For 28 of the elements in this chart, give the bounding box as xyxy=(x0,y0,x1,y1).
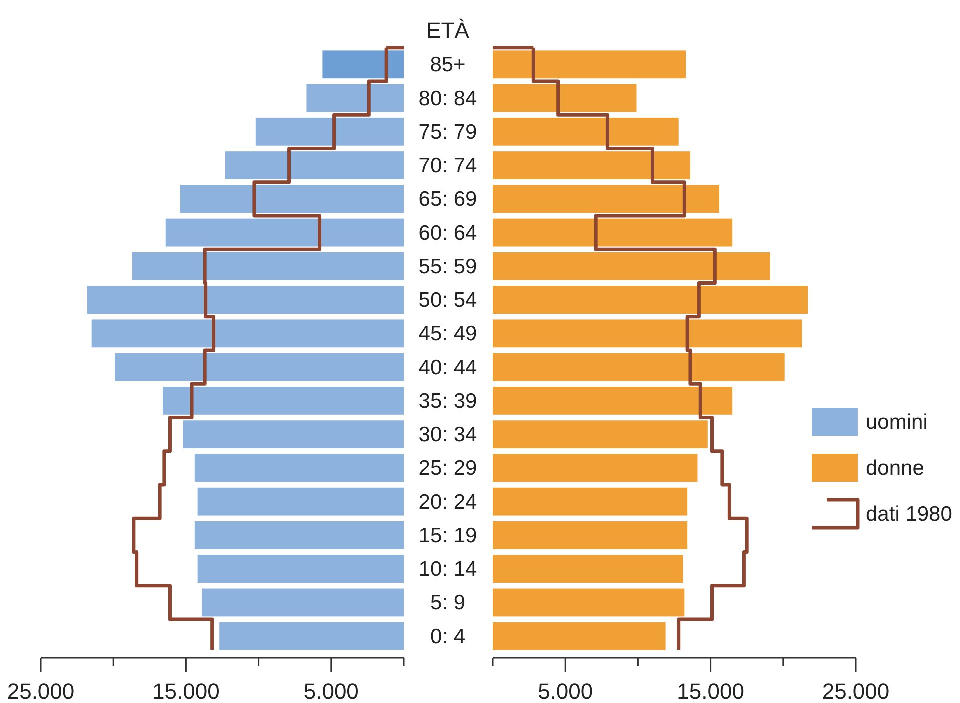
y-tick-label: 30: 34 xyxy=(418,424,478,447)
y-axis-title: ETÀ xyxy=(426,18,470,43)
y-tick-label: 70: 74 xyxy=(418,154,478,178)
x-tick-label: 15.000 xyxy=(152,679,220,703)
x-tick-label: 15.000 xyxy=(677,679,744,703)
x-tick-label: 25.000 xyxy=(7,679,75,703)
y-tick-label: 80: 84 xyxy=(418,87,478,110)
y-tick-label: 0: 4 xyxy=(430,625,466,648)
legend-label: uomini xyxy=(866,411,928,434)
x-tick-label: 25.000 xyxy=(822,679,890,703)
y-tick-label: 35: 39 xyxy=(418,390,478,413)
y-tick-label: 65: 69 xyxy=(418,188,478,212)
y-tick-label: 15: 19 xyxy=(418,524,478,548)
y-tick-label: 25: 29 xyxy=(418,457,478,480)
y-tick-label: 10: 14 xyxy=(418,558,478,582)
text: dati 1980 xyxy=(866,503,952,526)
y-tick-label: 45: 49 xyxy=(418,322,478,346)
y-tick-label: 5: 9 xyxy=(430,592,466,615)
y-tick-label: 75: 79 xyxy=(418,120,478,144)
y-tick-label: 85+ xyxy=(430,54,466,77)
y-tick-label: 55: 59 xyxy=(418,255,478,278)
y-tick-label: 20: 24 xyxy=(418,490,478,514)
x-tick-label: 5.000 xyxy=(538,679,594,703)
x-tick-label: 5.000 xyxy=(304,679,359,703)
y-tick-label: 60: 64 xyxy=(418,222,478,245)
legend-label: donne xyxy=(866,457,924,480)
y-tick-label: 50: 54 xyxy=(418,289,478,312)
y-tick-label: 40: 44 xyxy=(418,356,478,380)
